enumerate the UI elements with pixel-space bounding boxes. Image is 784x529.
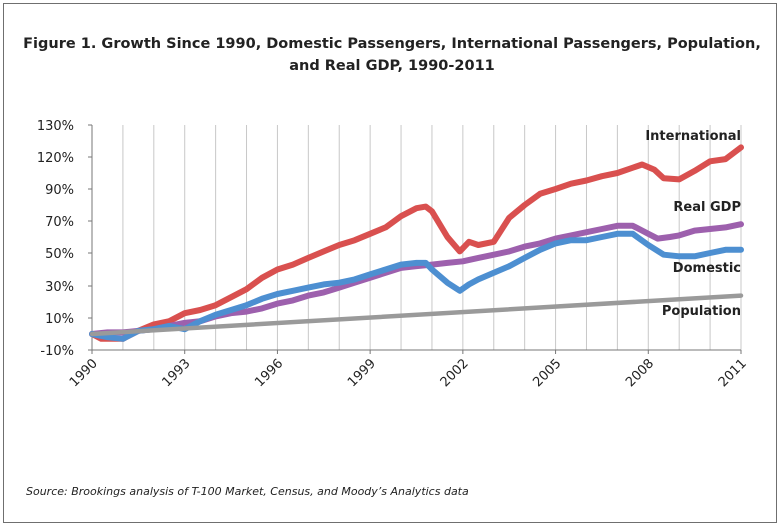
x-tick-label: 2002 [438, 356, 472, 390]
x-tick-label: 1990 [67, 356, 101, 390]
y-tick-label: 50% [45, 247, 74, 262]
series-labels: International Real GDP Domestic Population [645, 129, 741, 319]
y-tick-label: -10% [40, 344, 74, 359]
series-label-international: International [645, 129, 741, 144]
x-tick-label: 2005 [530, 356, 564, 390]
y-tick-label: 120% [37, 151, 74, 166]
chart-title-line-2: and Real GDP, 1990-2011 [289, 58, 495, 74]
x-tick-label: 1993 [160, 356, 194, 390]
axes [91, 125, 741, 351]
x-tick-label: 1999 [345, 356, 379, 390]
chart-title-line-1: Figure 1. Growth Since 1990, Domestic Pa… [23, 36, 761, 52]
series-line-international [89, 144, 744, 342]
x-tick-label: 2011 [716, 356, 750, 390]
y-tick-label: 90% [45, 183, 74, 198]
x-tick-label: 1996 [252, 356, 286, 390]
y-tick-label: 70% [45, 215, 74, 230]
y-tick-label: 130% [37, 119, 74, 134]
chart-title: Figure 1. Growth Since 1990, Domestic Pa… [0, 33, 784, 77]
series-label-population: Population [662, 304, 741, 319]
series-label-domestic: Domestic [673, 261, 741, 276]
x-tick-label: 2008 [623, 356, 657, 390]
source-note: Source: Brookings analysis of T-100 Mark… [26, 485, 469, 498]
series-lines [89, 144, 744, 342]
y-tick-label: 10% [45, 312, 74, 327]
series-line-population [89, 293, 744, 337]
series-label-real-gdp: Real GDP [673, 200, 741, 215]
x-axis-ticks: 1990 1993 1996 1999 2002 2005 2008 2011 [67, 350, 750, 390]
y-axis-ticks: 130% 120% 90% 70% 50% 30% 10% -10% [37, 119, 92, 359]
series-line-domestic [89, 230, 744, 342]
y-tick-label: 30% [45, 280, 74, 295]
